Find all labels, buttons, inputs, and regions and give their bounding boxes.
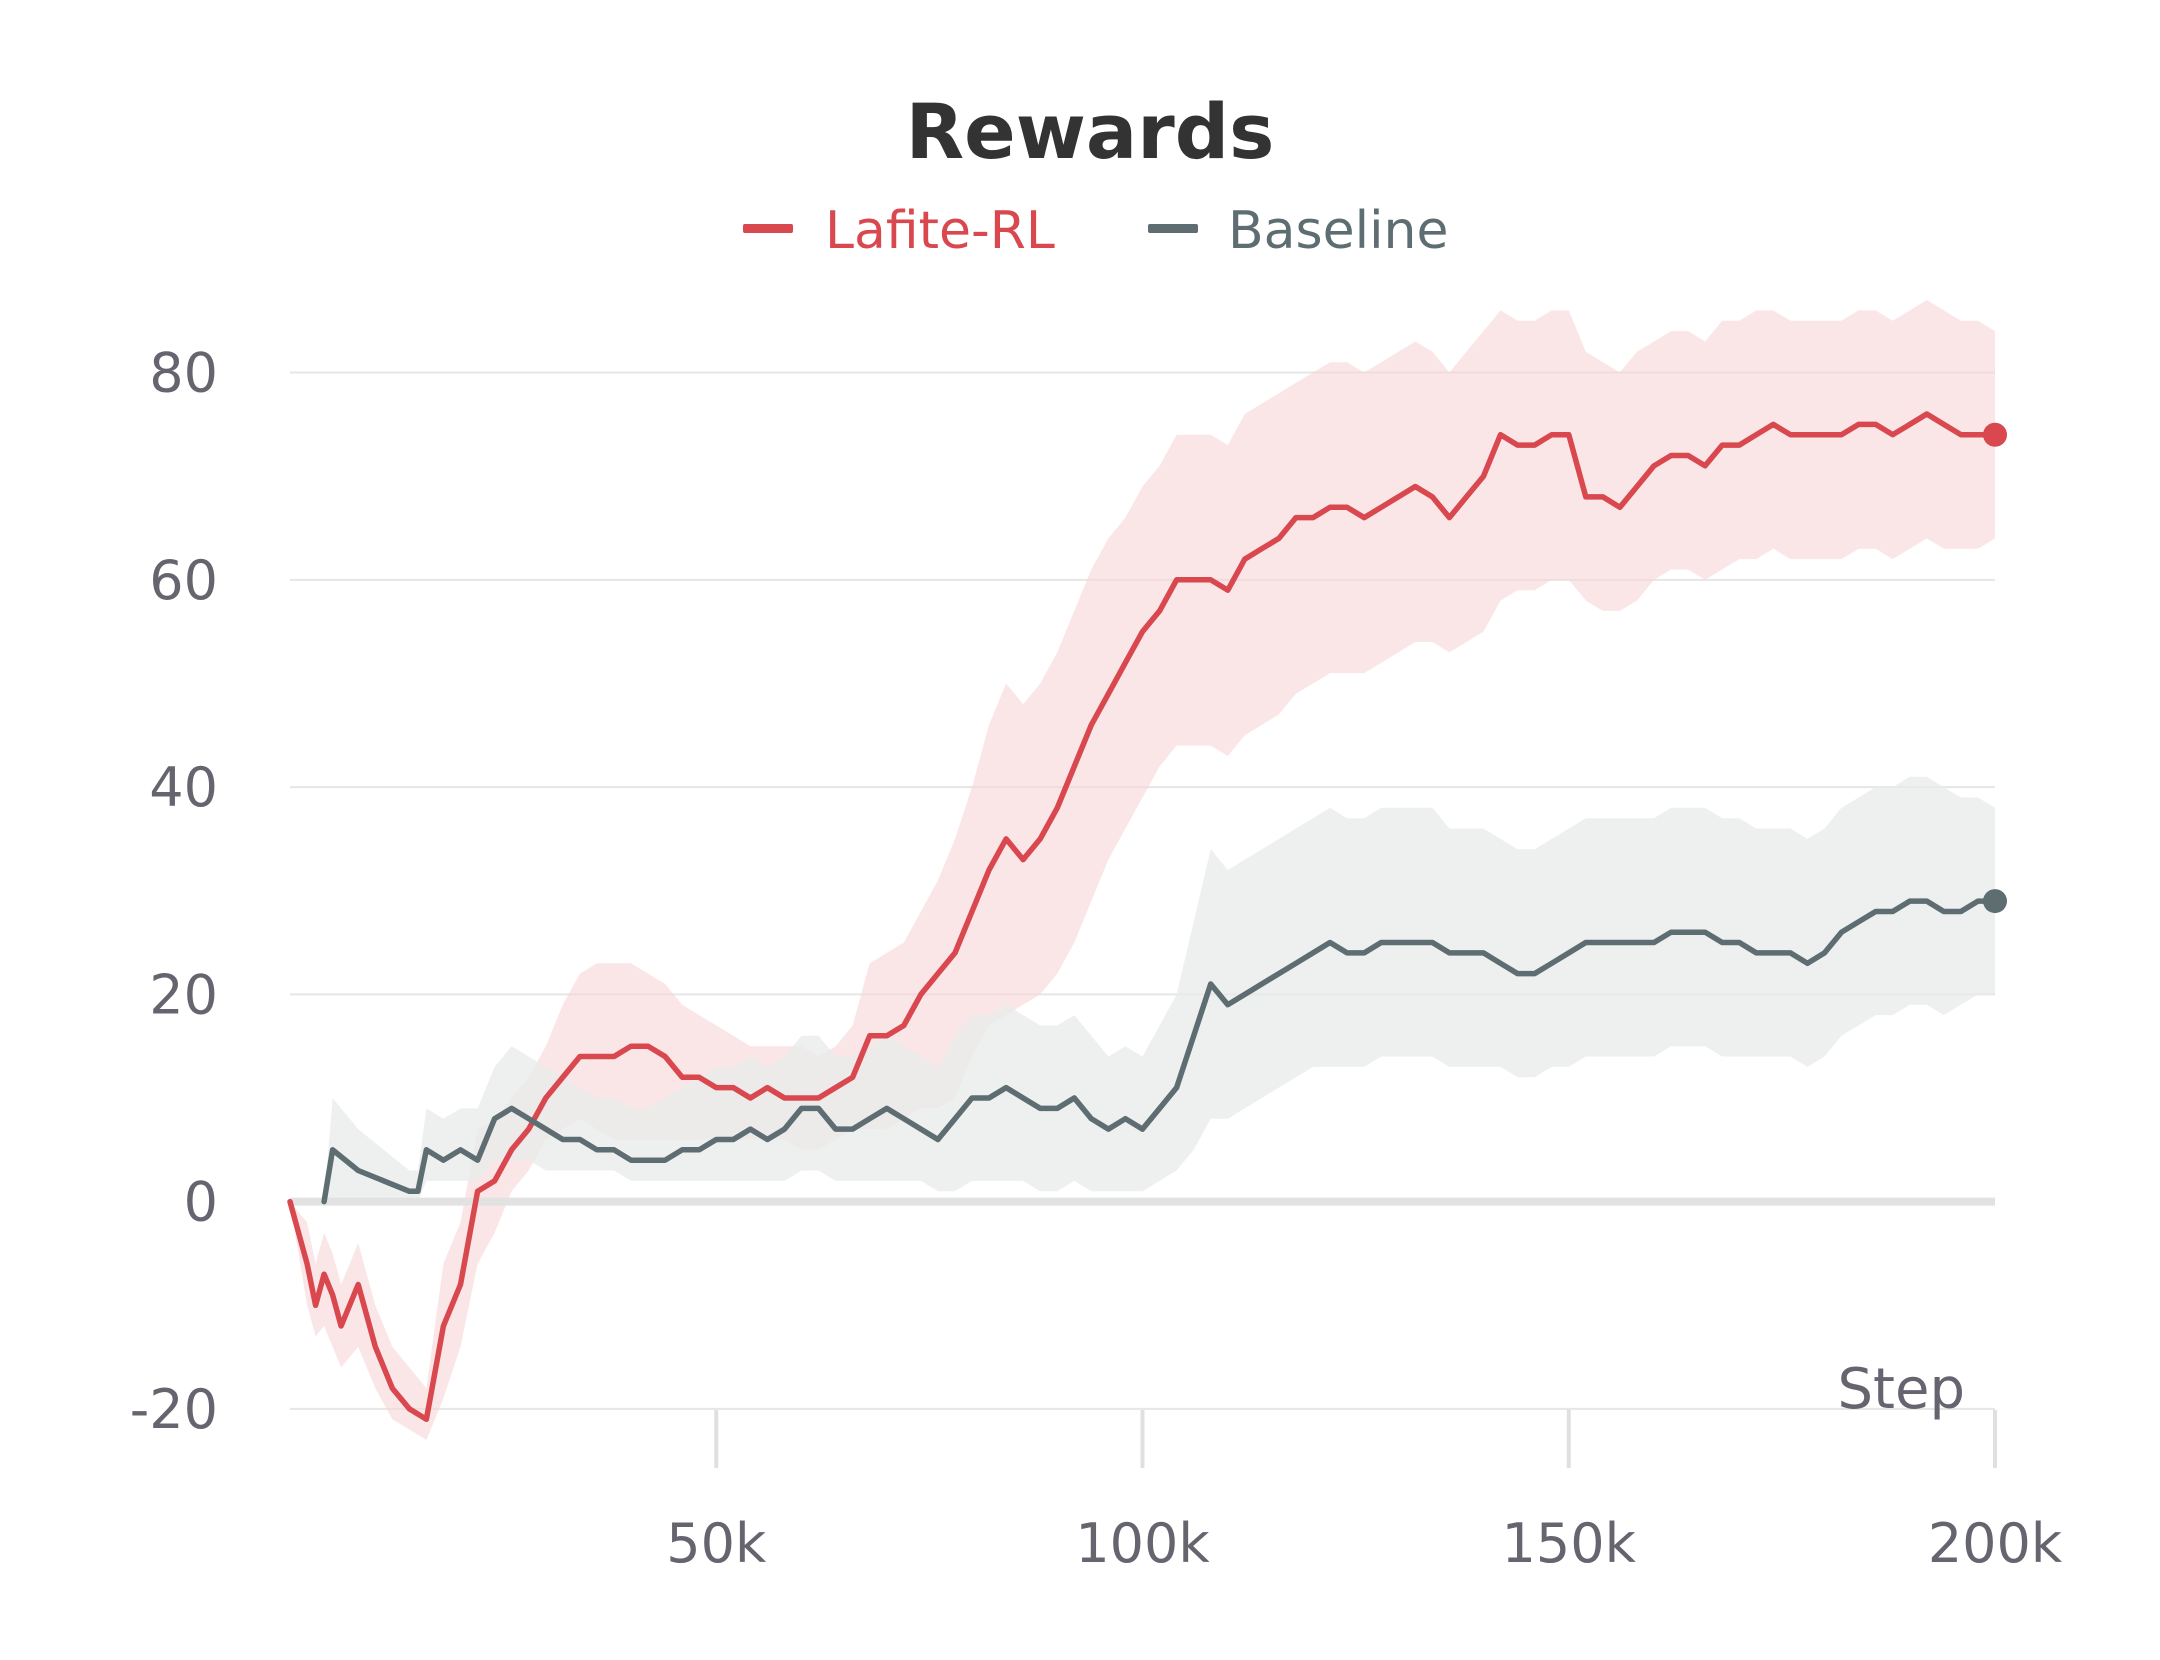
legend-item-lafite-rl[interactable]: Lafite-RL xyxy=(743,201,1055,261)
y-tick-label: 40 xyxy=(149,756,218,819)
legend: Lafite-RL Baseline xyxy=(743,201,1448,261)
legend-label-lafite-rl: Lafite-RL xyxy=(825,201,1055,261)
series-lines xyxy=(287,411,2007,1423)
y-tick-label: -20 xyxy=(130,1378,218,1441)
endpoint-baseline xyxy=(1983,889,2007,914)
x-axis-label: Step xyxy=(1837,1357,1965,1422)
line-baseline xyxy=(321,898,1998,1205)
legend-swatch-lafite-rl xyxy=(743,224,793,233)
legend-item-baseline[interactable]: Baseline xyxy=(1148,201,1448,261)
legend-label-baseline: Baseline xyxy=(1228,201,1448,261)
x-tick-label: 100k xyxy=(1075,1512,1210,1575)
x-axis: 50k 100k 150k 200k xyxy=(666,1410,2063,1575)
x-tick-label: 50k xyxy=(666,1512,767,1575)
legend-swatch-baseline xyxy=(1148,224,1198,233)
y-axis: -20 0 20 40 60 80 xyxy=(130,342,218,1441)
x-tick-label: 150k xyxy=(1502,1512,1637,1575)
band-lafite-rl xyxy=(290,300,1995,1440)
y-tick-label: 20 xyxy=(149,963,218,1026)
line-lafite-rl xyxy=(287,411,1998,1423)
y-tick-label: 80 xyxy=(149,342,218,405)
confidence-bands xyxy=(290,300,1996,1440)
endpoint-lafite-rl xyxy=(1983,422,2007,447)
chart-title: Rewards xyxy=(906,87,1275,176)
y-tick-label: 60 xyxy=(149,549,218,612)
y-tick-label: 0 xyxy=(184,1171,218,1234)
x-tick-label: 200k xyxy=(1928,1512,2063,1575)
